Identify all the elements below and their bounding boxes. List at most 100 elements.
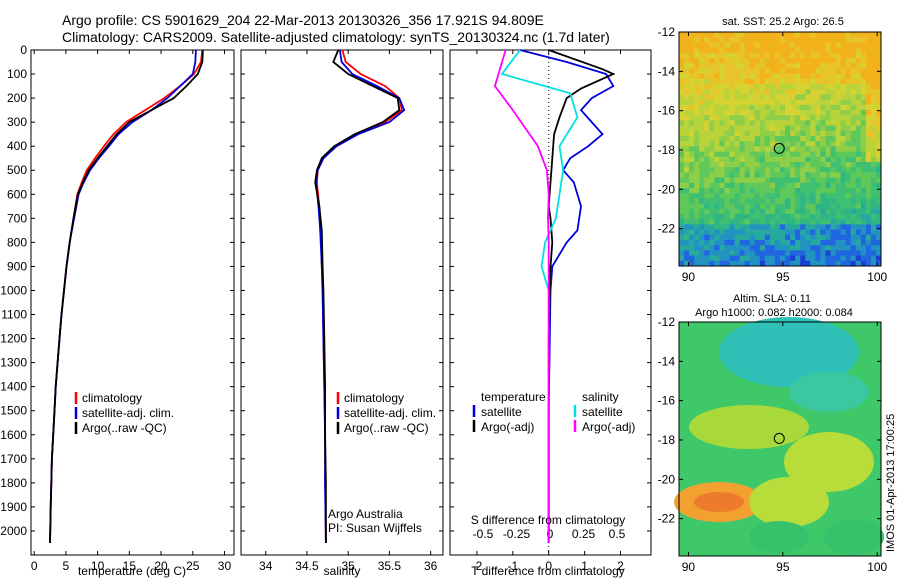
sst-cell — [825, 146, 831, 152]
sst-cell — [734, 110, 740, 116]
sst-cell — [815, 141, 821, 147]
sst-cell — [790, 193, 796, 199]
sst-cell — [865, 146, 872, 152]
sst-cell — [845, 260, 852, 267]
sst-cell — [845, 73, 852, 80]
sst-cell — [855, 193, 862, 199]
sst-cell — [785, 37, 791, 43]
sst-cell — [699, 73, 705, 80]
sst-cell — [820, 224, 826, 230]
sst-cell — [774, 52, 781, 59]
sst-cell — [795, 104, 801, 111]
sst-cell — [704, 219, 710, 225]
sst-cell — [699, 182, 705, 189]
imos-stamp: IMOS 01-Apr-2013 17:00:25 — [885, 414, 897, 552]
sst-cell — [709, 203, 715, 210]
sst-cell — [749, 37, 756, 43]
sst-cell — [845, 203, 852, 210]
sst-cell — [825, 193, 831, 199]
sst-cell — [840, 94, 847, 100]
sla-blob — [694, 492, 744, 512]
sst-cell — [855, 47, 862, 54]
sst-cell — [724, 255, 730, 262]
sst-cell — [714, 260, 720, 267]
sst-cell — [694, 52, 700, 59]
sst-cell — [684, 172, 690, 178]
sst-cell — [785, 146, 791, 152]
sst-cell — [704, 224, 710, 230]
sst-cell — [714, 120, 720, 126]
x-tick-label: 0 — [31, 559, 38, 573]
sst-cell — [870, 188, 877, 194]
sst-cell — [744, 182, 751, 189]
sst-cell — [790, 146, 796, 152]
sst-cell — [805, 141, 811, 147]
sst-cell — [739, 260, 746, 267]
sst-cell — [865, 177, 872, 184]
sst-cell — [815, 47, 821, 54]
lat-tick-label: -22 — [658, 512, 676, 526]
sst-cell — [855, 136, 862, 142]
sst-cell — [714, 68, 720, 74]
sst-cell — [815, 151, 821, 158]
sst-cell — [769, 229, 776, 236]
sst-cell — [870, 255, 877, 262]
sst-cell — [800, 203, 806, 210]
sst-cell — [769, 141, 776, 147]
sst-cell — [815, 188, 821, 194]
sst-cell — [815, 99, 821, 106]
sst-cell — [825, 260, 831, 267]
lat-tick-label: -22 — [658, 222, 676, 236]
sst-cell — [850, 255, 857, 262]
sst-cell — [855, 162, 862, 168]
figure-subtitle: Climatology: CARS2009. Satellite-adjuste… — [62, 29, 610, 45]
sst-cell — [699, 193, 705, 199]
sst-cell — [810, 224, 816, 230]
sst-cell — [734, 224, 740, 230]
sst-cell — [825, 84, 831, 90]
sst-cell — [694, 172, 700, 178]
sst-cell — [754, 240, 761, 246]
sst-cell — [855, 78, 862, 85]
sst-cell — [855, 130, 862, 137]
sst-cell — [684, 151, 690, 158]
sst-cell — [724, 58, 730, 64]
y-tick-label: 1000 — [0, 283, 27, 297]
sst-cell — [724, 89, 730, 95]
sst-cell — [764, 234, 771, 241]
sst-cell — [810, 219, 816, 225]
sst-cell — [749, 214, 756, 220]
sst-cell — [785, 151, 791, 158]
sst-cell — [815, 94, 821, 100]
s-tick-label: 0 — [547, 527, 554, 541]
sst-cell — [780, 255, 786, 262]
sst-cell — [714, 63, 720, 69]
sst-cell — [759, 84, 766, 90]
sst-cell — [855, 115, 862, 121]
sst-cell — [795, 115, 801, 121]
sst-cell — [835, 37, 841, 43]
sst-cell — [689, 188, 695, 194]
sst-cell — [805, 47, 811, 54]
sst-cell — [764, 32, 771, 38]
sst-cell — [825, 115, 831, 121]
sst-cell — [840, 203, 847, 210]
sst-cell — [840, 240, 847, 246]
sst-cell — [744, 73, 751, 80]
sst-cell — [795, 63, 801, 69]
sst-cell — [855, 260, 862, 267]
sst-cell — [759, 94, 766, 100]
sst-cell — [754, 47, 761, 54]
sla-blob — [789, 372, 869, 412]
sst-cell — [830, 255, 836, 262]
sst-cell — [805, 224, 811, 230]
sst-cell — [714, 219, 720, 225]
sst-cell — [759, 73, 766, 80]
sst-cell — [800, 193, 806, 199]
sst-cell — [875, 193, 882, 199]
sst-cell — [850, 63, 857, 69]
sst-cell — [815, 219, 821, 225]
sst-cell — [865, 84, 872, 90]
sst-cell — [749, 58, 756, 64]
sst-cell — [749, 177, 756, 184]
